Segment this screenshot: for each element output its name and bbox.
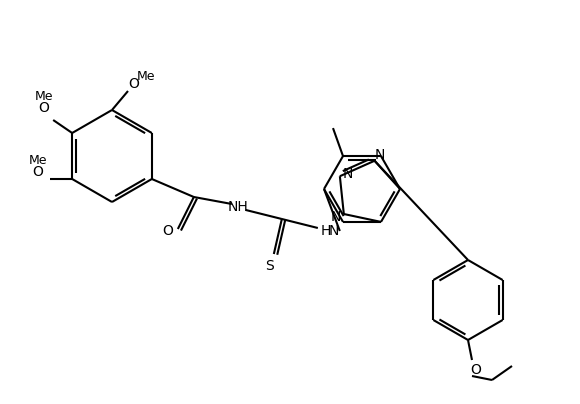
Text: Me: Me [35,90,53,103]
Text: N: N [329,224,339,238]
Text: Me: Me [29,154,48,168]
Text: N: N [343,167,353,181]
Text: N: N [331,210,341,224]
Text: O: O [39,101,50,115]
Text: O: O [129,77,139,91]
Text: NH: NH [227,200,248,214]
Text: O: O [470,363,481,377]
Text: O: O [162,224,173,238]
Text: H: H [321,224,331,238]
Text: S: S [266,259,274,273]
Text: Me: Me [137,69,155,82]
Text: O: O [32,165,44,179]
Text: N: N [374,148,385,162]
